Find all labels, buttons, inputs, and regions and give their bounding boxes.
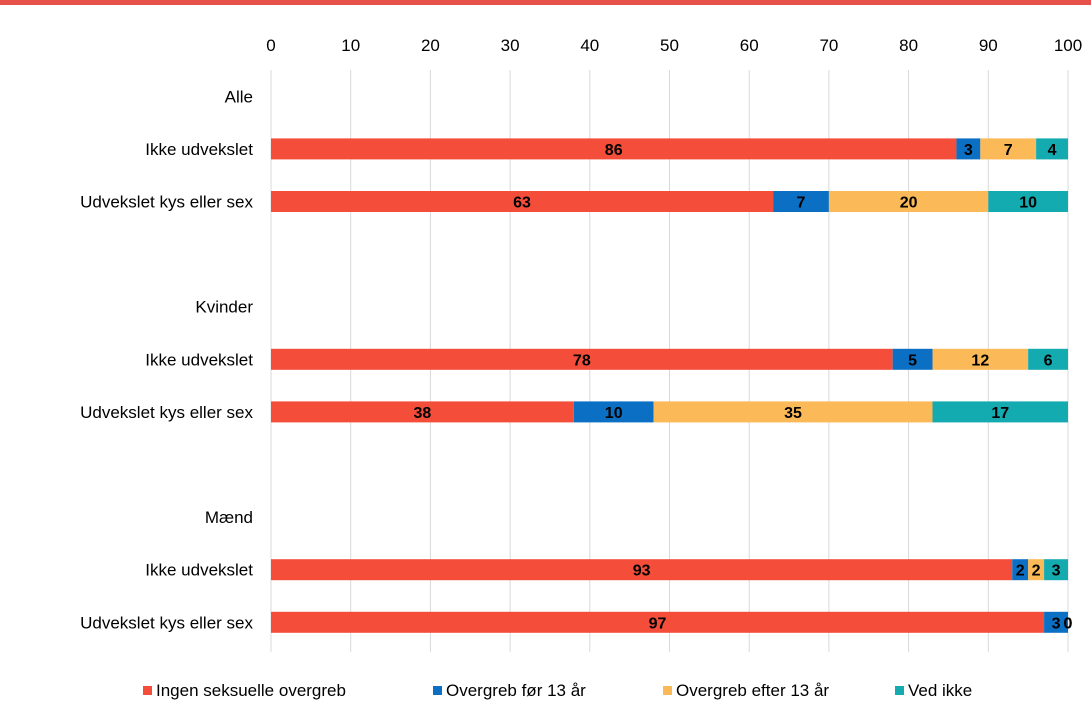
bar-segment	[271, 191, 774, 212]
bar-segment	[892, 348, 933, 370]
bar-segment	[1044, 611, 1068, 633]
x-tick-label: 20	[421, 36, 440, 55]
data-label: 0	[1064, 615, 1073, 632]
bar-segment	[828, 191, 989, 212]
bar-segment	[271, 138, 957, 160]
category-label: Ikke udvekslet	[145, 561, 253, 580]
data-label: 17	[991, 405, 1009, 422]
data-label: 12	[971, 352, 989, 369]
x-tick-label: 80	[899, 36, 918, 55]
data-label: 3	[1052, 615, 1061, 632]
data-label: 38	[414, 405, 432, 422]
x-axis-ticks: 0 10 20 30 40 50 60 70 80 90 100	[266, 36, 1082, 55]
data-label: 7	[797, 195, 806, 212]
top-rule	[0, 0, 1091, 5]
data-label: 78	[573, 352, 591, 369]
bar-segment	[932, 401, 1068, 423]
data-label: 10	[1019, 195, 1037, 212]
category-label: Kvinder	[195, 298, 253, 317]
category-label: Ikke udvekslet	[145, 140, 253, 159]
data-label: 97	[649, 615, 667, 632]
legend-swatch	[143, 686, 152, 695]
data-label: 35	[784, 405, 802, 422]
legend-label: Overgreb efter 13 år	[676, 681, 829, 700]
x-tick-label: 100	[1054, 36, 1082, 55]
x-tick-label: 10	[341, 36, 360, 55]
data-label: 7	[1004, 142, 1013, 159]
data-label: 0	[1064, 615, 1073, 632]
bar-segment	[1044, 559, 1068, 581]
bar-segment	[573, 401, 654, 423]
bar-segment	[271, 559, 1013, 581]
bar-segment	[988, 191, 1068, 212]
data-label: 86	[605, 142, 623, 159]
x-tick-label: 90	[979, 36, 998, 55]
data-label: 2	[1016, 563, 1025, 580]
legend-swatch	[433, 686, 442, 695]
bar-segment	[980, 138, 1037, 160]
bar-segment	[653, 401, 933, 423]
data-label: 5	[908, 352, 917, 369]
legend-swatch	[895, 686, 904, 695]
data-label: 2	[1032, 563, 1041, 580]
category-label: Alle	[225, 87, 253, 106]
bar-segment	[1036, 138, 1068, 160]
bar-segment	[271, 611, 1045, 633]
data-label: 63	[513, 195, 531, 212]
bar-segment	[932, 348, 1029, 370]
legend-label: Ved ikke	[908, 681, 972, 700]
x-tick-label: 60	[740, 36, 759, 55]
x-tick-label: 50	[660, 36, 679, 55]
legend-label: Ingen seksuelle overgreb	[156, 681, 346, 700]
category-label: Udvekslet kys eller sex	[80, 403, 253, 422]
bar-segment	[956, 138, 981, 160]
x-tick-label: 0	[266, 36, 275, 55]
legend-swatch	[663, 686, 672, 695]
x-tick-label: 40	[580, 36, 599, 55]
category-label: Ikke udvekslet	[145, 350, 253, 369]
data-label: 6	[1044, 352, 1053, 369]
bar-segment	[271, 401, 574, 423]
data-label: 20	[900, 195, 918, 212]
bars	[271, 138, 1068, 633]
category-label: Udvekslet kys eller sex	[80, 613, 253, 632]
data-label: 4	[1048, 142, 1057, 159]
bar-segment	[271, 348, 893, 370]
bar-segment	[1028, 559, 1045, 581]
x-tick-label: 70	[819, 36, 838, 55]
x-tick-label: 30	[501, 36, 520, 55]
bar-segment	[1028, 348, 1068, 370]
category-label: Mænd	[205, 508, 253, 527]
category-label: Udvekslet kys eller sex	[80, 193, 253, 212]
data-label: 3	[964, 142, 973, 159]
data-label: 3	[1052, 563, 1061, 580]
category-labels: Alle Ikke udvekslet Udvekslet kys eller se…	[80, 87, 253, 632]
bar-segment	[773, 191, 829, 212]
data-label: 93	[633, 563, 651, 580]
legend: Ingen seksuelle overgreb Overgreb før 13 …	[143, 681, 972, 700]
data-label: 10	[605, 405, 623, 422]
bar-segment	[1012, 559, 1029, 581]
legend-label: Overgreb før 13 år	[446, 681, 586, 700]
